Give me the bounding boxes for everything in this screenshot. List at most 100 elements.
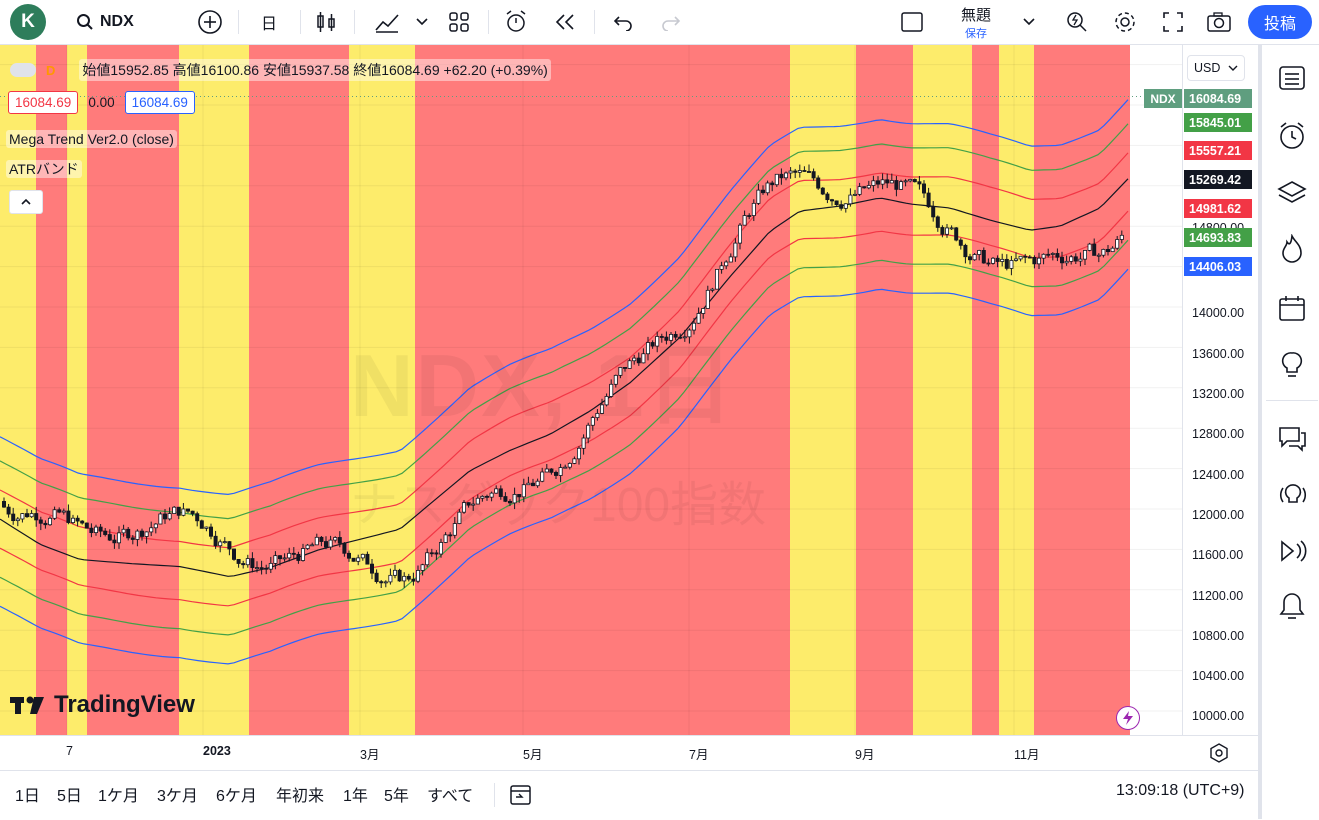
streams-button[interactable] — [1276, 479, 1308, 511]
candle-down — [66, 510, 71, 523]
candle-up — [360, 553, 365, 559]
indicators-dropdown[interactable] — [412, 6, 432, 38]
candle-up — [149, 527, 154, 533]
candle-up — [494, 488, 499, 494]
publish-button[interactable]: 投稿 — [1248, 5, 1312, 39]
price-chart[interactable] — [0, 45, 1182, 735]
candle-up — [1009, 260, 1014, 269]
redo-button[interactable] — [656, 6, 686, 38]
candle-down — [958, 239, 963, 246]
replay-button[interactable] — [550, 6, 580, 38]
candle-up — [356, 557, 361, 562]
symbol-search[interactable]: NDX — [76, 6, 134, 38]
toggle-icon[interactable] — [10, 63, 36, 77]
range-1d[interactable]: 1日 — [15, 788, 40, 805]
range-3m[interactable]: 3ケ月 — [157, 788, 198, 805]
gear-icon — [1115, 12, 1135, 32]
candle-down — [6, 506, 11, 515]
undo-button[interactable] — [608, 6, 638, 38]
ideas-button[interactable] — [1276, 349, 1308, 381]
candle-up — [512, 494, 517, 504]
currency-select[interactable]: USD — [1187, 55, 1245, 81]
indicator-legend-1[interactable]: Mega Trend Ver2.0 (close) — [6, 130, 177, 148]
add-symbol-button[interactable] — [196, 6, 224, 38]
snapshot-button[interactable] — [1204, 6, 1234, 38]
candle-up — [461, 502, 466, 513]
layout-grid-button[interactable] — [444, 6, 474, 38]
sidebar-divider — [1266, 400, 1318, 401]
candle-down — [259, 567, 264, 570]
price-scale[interactable]: USD — [1182, 45, 1259, 735]
collapse-legend-button[interactable] — [9, 190, 43, 214]
chart-type-button[interactable] — [312, 6, 340, 38]
candle-down — [190, 510, 195, 515]
candle-down — [185, 508, 190, 512]
hotlists-button[interactable] — [1276, 233, 1308, 265]
candle-down — [779, 173, 784, 179]
alert-button[interactable] — [502, 6, 532, 38]
candle-up — [526, 482, 531, 486]
range-ytd[interactable]: 年初来 — [276, 788, 325, 805]
time-scale[interactable]: 7 2023 3月 5月 7月 9月 11月 — [0, 735, 1258, 770]
range-5y[interactable]: 5年 — [384, 788, 409, 805]
settings-button[interactable] — [1110, 6, 1140, 38]
candle-down — [995, 257, 1000, 262]
indicators-button[interactable] — [370, 6, 404, 38]
watchlist-button[interactable] — [1276, 62, 1308, 94]
toolbar-divider — [300, 10, 301, 34]
candle-up — [604, 396, 609, 406]
candle-up — [1050, 253, 1055, 255]
candle-down — [811, 171, 816, 179]
lightning-button[interactable] — [1116, 706, 1140, 730]
candle-down — [448, 534, 453, 537]
fullscreen-icon — [1163, 12, 1183, 32]
scale-settings-button[interactable] — [1208, 742, 1230, 769]
candle-up — [480, 495, 485, 499]
user-avatar[interactable]: K — [10, 4, 46, 40]
candle-down — [931, 206, 936, 218]
candle-down — [236, 559, 241, 564]
layout-select-button[interactable] — [898, 6, 926, 38]
candle-down — [208, 526, 213, 537]
candle-down — [770, 182, 775, 186]
layout-name[interactable]: 無題 保存 — [950, 4, 1002, 41]
candle-down — [503, 496, 508, 502]
play-button[interactable] — [1276, 535, 1308, 567]
tradingview-logo[interactable]: TradingView — [10, 691, 195, 719]
candle-up — [287, 552, 292, 559]
clock-timezone[interactable]: 13:09:18 (UTC+9) — [1116, 782, 1245, 799]
fullscreen-button[interactable] — [1158, 6, 1188, 38]
indicators-icon — [375, 14, 399, 33]
alerts-button[interactable] — [1276, 120, 1308, 152]
candle-down — [664, 336, 669, 341]
candle-up — [715, 268, 720, 290]
interval-button[interactable]: 日 — [260, 16, 277, 33]
quick-search-button[interactable] — [1062, 6, 1092, 38]
candle-up — [1078, 258, 1083, 262]
price-axis-label: 10800.00 — [1192, 629, 1245, 643]
candle-down — [678, 336, 683, 339]
candle-up — [305, 544, 310, 549]
candle-up — [595, 413, 600, 419]
indicator-legend-2[interactable]: ATRバンド — [6, 159, 82, 179]
range-5d[interactable]: 5日 — [57, 788, 82, 805]
candle-up — [167, 513, 172, 520]
range-1m[interactable]: 1ケ月 — [98, 788, 139, 805]
grid-icon — [449, 12, 469, 32]
range-all[interactable]: すべて — [427, 788, 474, 805]
object-tree-button[interactable] — [1276, 177, 1308, 209]
price-axis-label: 11600.00 — [1192, 548, 1244, 562]
notifications-button[interactable] — [1276, 590, 1308, 622]
chats-button[interactable] — [1276, 422, 1308, 454]
calendar-button[interactable] — [1276, 292, 1308, 324]
candle-down — [365, 553, 370, 565]
range-1y[interactable]: 1年 — [343, 788, 368, 805]
rewind-icon — [555, 14, 574, 30]
layout-dropdown[interactable] — [1018, 6, 1040, 38]
candle-up — [204, 526, 209, 529]
range-6m[interactable]: 6ケ月 — [216, 788, 257, 805]
candle-up — [903, 180, 908, 183]
chart-pane[interactable]: NDX, 1日 ナスダック100指数 D 始値15952.85 高値16100.… — [0, 45, 1182, 735]
candle-down — [1092, 243, 1097, 256]
goto-date-button[interactable] — [508, 782, 534, 813]
